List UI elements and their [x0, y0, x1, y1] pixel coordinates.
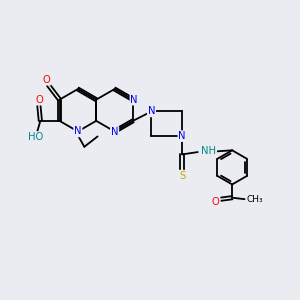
Text: HO: HO — [28, 132, 44, 142]
Text: NH: NH — [201, 146, 216, 156]
Text: N: N — [74, 126, 82, 136]
Text: N: N — [148, 106, 155, 116]
Text: O: O — [212, 197, 220, 207]
Text: N: N — [130, 94, 138, 105]
Text: CH₃: CH₃ — [246, 195, 262, 204]
Text: N: N — [178, 131, 186, 141]
Text: N: N — [111, 127, 118, 137]
Text: O: O — [43, 75, 51, 85]
Text: O: O — [35, 94, 43, 105]
Text: S: S — [179, 171, 185, 181]
